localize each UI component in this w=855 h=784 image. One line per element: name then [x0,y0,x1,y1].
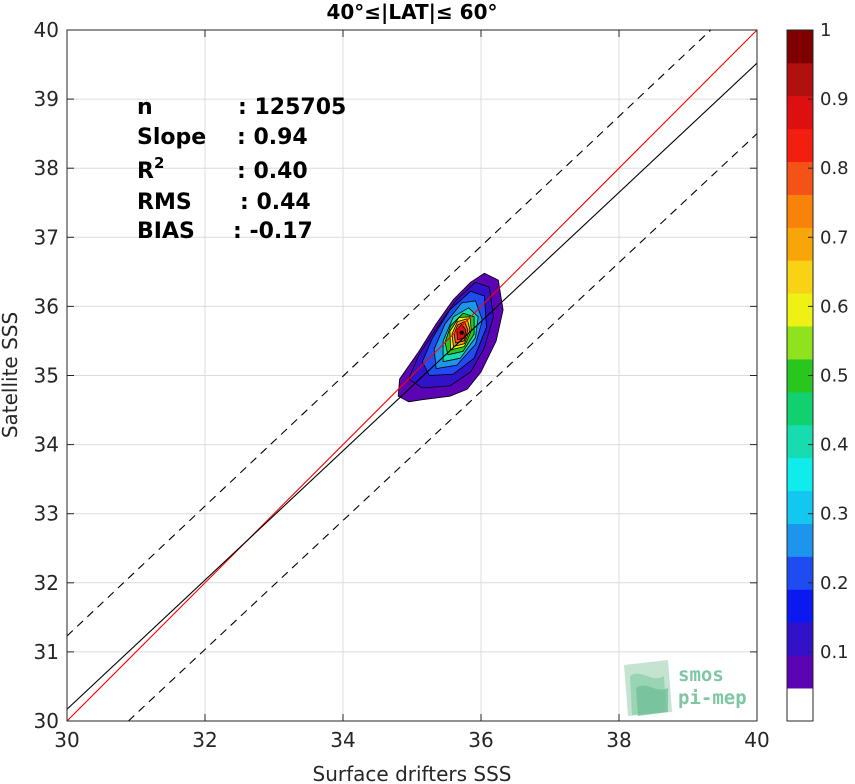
y-axis-label: Satellite SSS [0,312,22,438]
stat-value: : 0.94 [237,125,308,150]
colorbar-segment [787,260,813,294]
axis-ticks: 30 32 34 36 38 40 30 31 32 33 34 35 36 37 38 39 40 [34,18,770,752]
stat-label-text: BIAS [137,219,195,244]
colorbar: 0.1 0.2 0.3 0.4 0.5 0.6 0.7 0.8 0.9 1 [786,20,849,722]
density-peak-marker [459,330,464,335]
y-tick-label: 38 [34,156,59,180]
colorbar-tick-label: 0.2 [820,573,849,594]
lower-bound-line [128,133,757,721]
y-tick-label: 30 [34,709,59,733]
colorbar-segment [787,688,813,722]
colorbar-segment [787,62,813,97]
colorbar-segment [787,194,813,228]
colorbar-tick-label: 0.8 [820,158,849,179]
x-axis-label: Surface drifters SSS [313,762,512,784]
x-tick-label: 36 [468,728,493,752]
colorbar-segment [787,293,813,327]
stat-label: Slope [137,125,206,150]
stat-label-text: n [137,95,153,120]
stat-value: : 0.44 [240,190,311,215]
logo-line-1: smos [678,664,724,686]
logo-waves-icon [624,660,672,716]
colorbar-tick-label: 0.5 [820,366,849,387]
stat-label: R2 [137,154,164,184]
y-tick-label: 32 [34,571,59,595]
upper-bound-line [67,30,712,637]
colorbar-tick-label: 0.1 [820,642,849,663]
x-tick-label: 32 [192,728,217,752]
stat-value: : 0.40 [237,159,308,184]
colorbar-tick-label: 0.7 [820,227,849,248]
x-tick-label: 30 [54,728,79,752]
colorbar-segment [787,95,813,130]
y-tick-label: 36 [34,294,59,318]
colorbar-segment [787,523,813,557]
stat-label-superscript: 2 [154,154,164,172]
stat-label: n [137,95,153,120]
y-tick-label: 31 [34,640,59,664]
stat-label: RMS [137,190,192,215]
stat-label-text: R [137,159,154,184]
y-tick-label: 37 [34,225,59,249]
colorbar-tick-label: 1 [820,20,831,41]
colorbar-tick-label: 0.9 [820,89,849,110]
stat-value: : -0.17 [233,219,313,244]
x-tick-label: 34 [330,728,355,752]
colorbar-segment [787,128,813,163]
colorbar-segment [787,589,813,623]
x-tick-label: 40 [744,728,769,752]
colorbar-tick-label: 0.6 [820,296,849,317]
y-tick-label: 40 [34,18,59,42]
colorbar-segment [787,424,813,459]
colorbar-segment [787,326,813,360]
colorbar-segment [787,161,813,195]
colorbar-segment [787,490,813,524]
colorbar-tick-label: 0.3 [820,504,849,525]
regression-line [67,62,757,710]
stat-label: BIAS [137,219,195,244]
y-tick-label: 35 [34,364,59,388]
colorbar-tick-label: 0.4 [820,435,849,456]
one-to-one-line [67,30,757,721]
x-tick-label: 38 [606,728,631,752]
y-tick-label: 33 [34,502,59,526]
colorbar-segment [787,622,813,656]
chart-title: 40°≤|LAT|≤ 60° [326,0,497,24]
stat-label-text: Slope [137,125,206,150]
colorbar-segment [787,457,813,492]
colorbar-segment [787,391,813,426]
smos-pi-mep-logo: smos pi-mep [624,660,747,716]
stat-label-text: RMS [137,190,192,215]
y-tick-label: 39 [34,87,59,111]
stat-value: : 125705 [238,95,346,120]
colorbar-segment [787,655,813,689]
y-tick-label: 34 [34,433,59,457]
colorbar-segment [787,556,813,590]
logo-line-2: pi-mep [678,687,747,709]
colorbar-segment [787,227,813,261]
colorbar-segment [787,30,813,64]
reference-lines [67,30,757,721]
stats-box: n : 125705 Slope : 0.94 R2 : 0.40 RMS : 0.44 BIA… [137,95,346,244]
